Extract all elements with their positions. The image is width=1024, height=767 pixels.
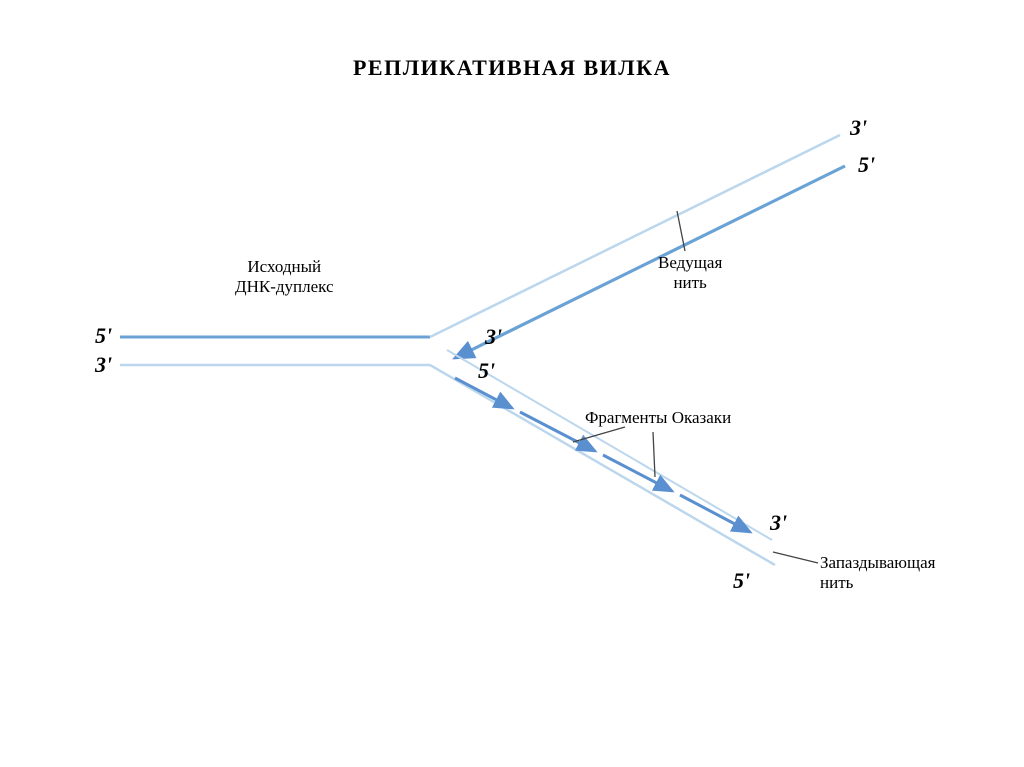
- end-label-lower-top: 3': [770, 510, 787, 536]
- end-label-fork-upper: 3': [485, 324, 502, 350]
- label-okazaki: Фрагменты Оказаки: [585, 408, 731, 428]
- lower-branch-inner-template: [447, 350, 772, 540]
- okazaki-fragment-4: [680, 495, 750, 532]
- lower-branch-outer: [430, 365, 775, 565]
- end-label-duplex-bottom: 3': [95, 352, 112, 378]
- end-label-duplex-top: 5': [95, 323, 112, 349]
- replication-fork-svg: [0, 0, 1024, 767]
- label-leading: Ведущая нить: [658, 253, 722, 293]
- label-duplex: Исходный ДНК-дуплекс: [235, 257, 334, 297]
- end-label-lower-bottom: 5': [733, 568, 750, 594]
- label-lagging: Запаздывающая нить: [820, 553, 935, 593]
- upper-branch-outer: [430, 135, 840, 337]
- leading-strand-arrow: [455, 166, 845, 358]
- okazaki-fragment-2: [520, 412, 595, 451]
- end-label-fork-lower: 5': [478, 358, 495, 384]
- end-label-upper-bottom: 5': [858, 152, 875, 178]
- end-label-upper-top: 3': [850, 115, 867, 141]
- pointer-lagging: [773, 552, 818, 563]
